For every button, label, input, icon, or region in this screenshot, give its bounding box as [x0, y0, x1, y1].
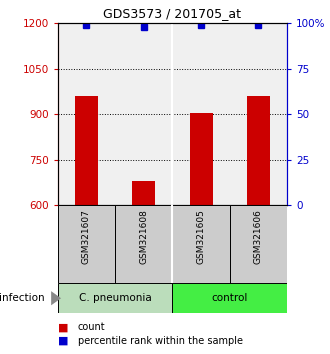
Bar: [132, 181, 155, 205]
Text: count: count: [78, 322, 105, 332]
Text: ■: ■: [58, 336, 68, 346]
Bar: [230, 205, 287, 283]
Text: C. pneumonia: C. pneumonia: [79, 293, 151, 303]
Text: control: control: [212, 293, 248, 303]
Bar: [173, 205, 230, 283]
Text: ■: ■: [58, 322, 68, 332]
Title: GDS3573 / 201705_at: GDS3573 / 201705_at: [103, 7, 242, 21]
Bar: [247, 96, 270, 205]
Bar: [115, 205, 173, 283]
Bar: [58, 283, 173, 313]
Polygon shape: [51, 291, 61, 305]
Text: GSM321605: GSM321605: [197, 209, 206, 264]
Bar: [173, 283, 287, 313]
Text: percentile rank within the sample: percentile rank within the sample: [78, 336, 243, 346]
Bar: [190, 113, 213, 205]
Text: GSM321608: GSM321608: [139, 209, 148, 264]
Text: infection: infection: [0, 293, 45, 303]
Bar: [58, 205, 115, 283]
Bar: [75, 96, 98, 205]
Text: GSM321606: GSM321606: [254, 209, 263, 264]
Text: GSM321607: GSM321607: [82, 209, 91, 264]
